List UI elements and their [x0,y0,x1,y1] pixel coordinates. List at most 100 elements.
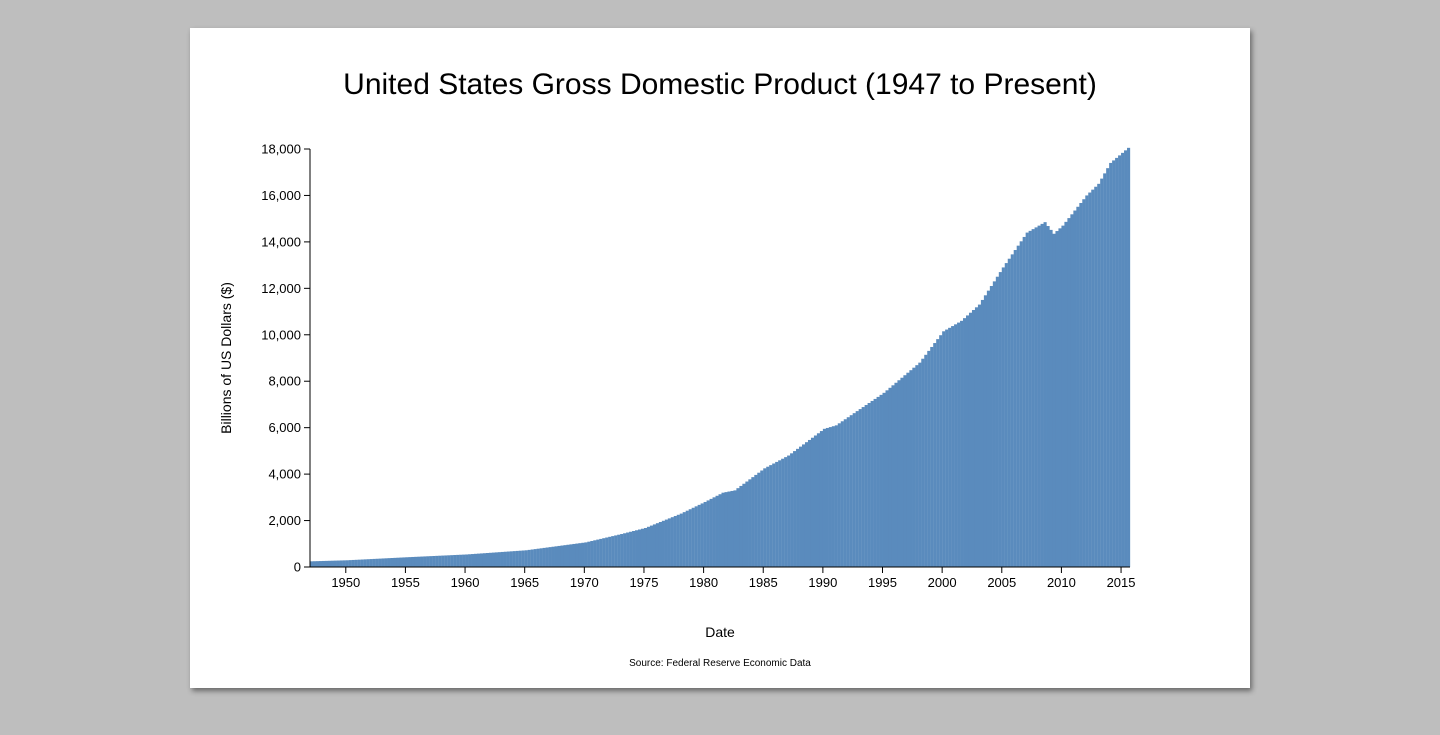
bar [509,551,513,567]
bar [661,520,665,567]
y-axis: 0 2,000 4,000 6,000 8,000 10,000 12,000 14,000 1… [261,142,311,575]
bar [912,367,916,567]
y-tick-label: 16,000 [261,188,301,203]
bar [790,453,794,567]
x-tick-label: 1955 [391,575,420,590]
x-tick-label: 1950 [331,575,360,590]
bar [560,545,564,567]
bar [906,372,910,567]
bar [810,437,815,567]
bar [527,549,531,567]
bar [405,557,409,567]
bar [649,525,654,567]
bar [995,276,999,567]
bar [933,343,937,567]
bar [813,435,818,567]
bar [1040,223,1044,567]
bar [369,559,373,567]
x-tick-label: 1960 [451,575,480,590]
bar [700,503,704,567]
bar [980,299,985,567]
bar [822,428,826,567]
bar [318,561,323,567]
y-tick-label: 14,000 [261,234,301,249]
bar [1022,236,1026,567]
bar [712,497,716,567]
bar [739,485,743,567]
bar [900,377,904,567]
bar [1106,168,1110,567]
bar [697,504,701,567]
bar [432,555,436,567]
bar [1088,192,1092,568]
bar [1061,225,1065,567]
bar [843,419,847,567]
bar [802,444,806,567]
bar [942,331,946,567]
bar [688,509,692,567]
x-tick-label: 2005 [987,575,1016,590]
bar [968,312,973,567]
bar [581,542,585,567]
bar [799,446,803,567]
bar [399,557,403,567]
bar [512,551,516,567]
bar [655,523,660,567]
bar [882,392,886,567]
bar [748,479,752,567]
bar [685,510,689,567]
bar [1052,233,1056,567]
bar [471,554,475,567]
bar [482,553,487,567]
bar [1055,231,1059,568]
x-axis: 1950 1955 1960 1965 1970 1975 1980 1985 1990 1995… [310,566,1136,590]
bar [506,551,510,567]
bar [760,470,764,567]
bar [870,400,874,567]
bar [310,561,314,567]
bar [766,466,770,567]
bar [891,385,895,567]
bar [963,318,967,567]
bar [312,561,317,567]
bar [1049,229,1053,567]
bar [396,557,400,567]
bar [524,550,528,567]
bar [1121,152,1125,567]
bar [977,304,982,567]
bar [873,398,877,567]
chart-card: United States Gross Domestic Product (19… [190,28,1250,688]
bar [927,350,931,567]
bar [819,431,824,567]
bar [453,555,457,567]
bar [778,460,782,567]
bar [572,543,576,567]
bar [998,272,1002,567]
bar [539,548,543,567]
bar [643,527,648,567]
bar [694,506,698,567]
bar [632,531,636,567]
bar [417,556,421,567]
bar [855,411,859,567]
bar [986,290,990,567]
bar [858,409,862,567]
bar [840,421,844,567]
chart-title: United States Gross Domestic Product (19… [343,68,1097,101]
bar [849,415,853,567]
bar [500,551,504,567]
bar [721,492,725,567]
bar [954,324,958,567]
bar [420,556,424,567]
bar [566,544,570,567]
bar [1046,226,1050,567]
bar [378,558,382,567]
bar [348,560,352,567]
bar [667,518,671,567]
bar [807,439,812,567]
bar [366,559,370,567]
bar [533,549,537,567]
x-tick-label: 1980 [689,575,718,590]
bar [918,362,922,567]
bar [1097,183,1101,567]
